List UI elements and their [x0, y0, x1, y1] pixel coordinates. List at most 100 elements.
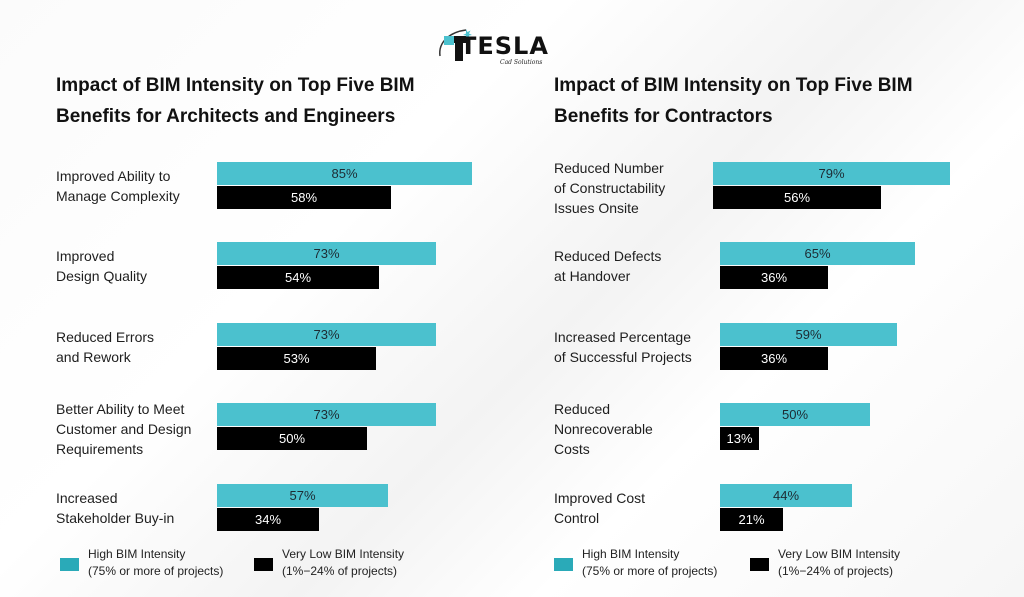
bar-value-label: 53% — [283, 351, 310, 366]
legend-label-line: Very Low BIM Intensity — [282, 547, 405, 561]
bar-high-intensity: 73% — [217, 323, 436, 346]
legend-label-line: High BIM Intensity — [582, 547, 680, 561]
legend-swatch-low — [750, 558, 769, 571]
category-label-line: Reduced Number — [554, 160, 664, 176]
category-label: Increased Stakeholder Buy-in — [56, 488, 206, 528]
category-label-line: Increased Percentage — [554, 329, 691, 345]
bar-very-low-intensity: 58% — [217, 186, 391, 209]
bar-group: Reduced Errors and Rework 73% 53% — [56, 323, 536, 383]
bar-high-intensity: 73% — [217, 242, 436, 265]
category-label: Reduced Nonrecoverable Costs — [554, 399, 704, 459]
bar-group: Improved Ability to Manage Complexity 85% 5… — [56, 162, 536, 222]
bar-value-label: 50% — [781, 407, 809, 422]
chart-legend: High BIM Intensity (75% or more of proje… — [56, 546, 536, 586]
bar-value-label: 34% — [254, 512, 282, 527]
category-label-line: and Rework — [56, 349, 131, 365]
legend-label-line: (75% or more of projects) — [88, 564, 224, 578]
category-label: Increased Percentage of Successful Projec… — [554, 327, 704, 367]
bar-very-low-intensity: 36% — [720, 266, 828, 289]
bar-very-low-intensity: 21% — [720, 508, 783, 531]
bar-value-label: 50% — [278, 431, 306, 446]
category-label: Improved Design Quality — [56, 246, 206, 286]
logo-tagline: Cad Solutions — [500, 59, 543, 66]
bar-group: Improved Cost Control 44% 21% — [554, 484, 1024, 544]
bar-group: Reduced Defects at Handover 65% 36% — [554, 242, 1024, 302]
bar-very-low-intensity: 54% — [217, 266, 379, 289]
category-label: Improved Cost Control — [554, 488, 704, 528]
category-label-line: Reduced Defects — [554, 248, 662, 264]
bar-value-label: 58% — [290, 190, 318, 205]
bar-group: Increased Percentage of Successful Projec… — [554, 323, 1024, 383]
bar-high-intensity: 50% — [720, 403, 870, 426]
tesla-logo: TESLA Cad Solutions — [436, 26, 548, 72]
legend-label-high: High BIM Intensity (75% or more of proje… — [88, 546, 268, 580]
bar-value-label: 79% — [818, 166, 845, 181]
category-label-line: Design Quality — [56, 268, 148, 284]
category-label-line: of Successful Projects — [554, 349, 692, 365]
legend-swatch-high — [60, 558, 79, 571]
bar-very-low-intensity: 36% — [720, 347, 828, 370]
category-label-line: Better Ability to Meet — [56, 401, 185, 417]
bar-value-label: 54% — [284, 270, 312, 285]
category-label-line: Nonrecoverable — [554, 421, 653, 437]
chart-contractors: Impact of BIM Intensity on Top Five BIM … — [554, 0, 1024, 597]
bar-high-intensity: 85% — [217, 162, 472, 185]
category-label-line: Customer and Design — [56, 421, 192, 437]
chart-legend: High BIM Intensity (75% or more of proje… — [554, 546, 1024, 586]
bar-value-label: 73% — [313, 407, 340, 422]
chart-title: Impact of BIM Intensity on Top Five BIM … — [56, 75, 415, 127]
bar-very-low-intensity: 50% — [217, 427, 367, 450]
category-label: Reduced Number of Constructability Issues … — [554, 158, 704, 218]
category-label: Reduced Errors and Rework — [56, 327, 206, 367]
bar-value-label: 73% — [313, 246, 340, 261]
bar-value-label: 56% — [783, 190, 811, 205]
legend-label-line: (1%−24% of projects) — [282, 564, 398, 578]
legend-label-line: Very Low BIM Intensity — [778, 547, 901, 561]
legend-label-low: Very Low BIM Intensity (1%−24% of projec… — [778, 546, 958, 580]
bar-value-label: 21% — [738, 512, 765, 527]
legend-label-line: High BIM Intensity — [88, 547, 186, 561]
chart-title: Impact of BIM Intensity on Top Five BIM … — [554, 75, 913, 127]
category-label-line: Reduced Errors — [56, 329, 155, 345]
bar-high-intensity: 73% — [217, 403, 436, 426]
category-label-line: Improved — [56, 248, 115, 264]
legend-label-low: Very Low BIM Intensity (1%−24% of projec… — [282, 546, 462, 580]
legend-label-line: (75% or more of projects) — [582, 564, 718, 578]
bar-high-intensity: 59% — [720, 323, 897, 346]
bar-value-label: 57% — [289, 488, 316, 503]
category-label-line: Costs — [554, 441, 590, 457]
category-label: Better Ability to Meet Customer and Desig… — [56, 399, 206, 459]
category-label-line: Issues Onsite — [554, 200, 639, 216]
bar-very-low-intensity: 34% — [217, 508, 319, 531]
category-label-line: Stakeholder Buy-in — [56, 510, 175, 526]
bar-high-intensity: 57% — [217, 484, 388, 507]
bar-very-low-intensity: 53% — [217, 347, 376, 370]
category-label-line: at Handover — [554, 268, 631, 284]
bar-group: Reduced Nonrecoverable Costs 50% 13% — [554, 401, 1024, 463]
logo-wordmark: TESLA — [460, 32, 549, 60]
bar-value-label: 85% — [331, 166, 358, 181]
bar-high-intensity: 44% — [720, 484, 852, 507]
category-label-line: Manage Complexity — [56, 188, 180, 204]
legend-swatch-low — [254, 558, 273, 571]
bar-value-label: 44% — [772, 488, 800, 503]
bar-value-label: 59% — [795, 327, 822, 342]
logo-emblem-icon — [439, 29, 472, 61]
bar-group: Improved Design Quality 73% 54% — [56, 242, 536, 302]
bar-very-low-intensity: 56% — [713, 186, 881, 209]
category-label: Reduced Defects at Handover — [554, 246, 704, 286]
category-label-line: Improved Cost — [554, 490, 646, 506]
bar-group: Reduced Number of Constructability Issues … — [554, 160, 1024, 222]
bar-value-label: 65% — [804, 246, 831, 261]
bar-value-label: 36% — [760, 270, 788, 285]
category-label-line: of Constructability — [554, 180, 666, 196]
legend-swatch-high — [554, 558, 573, 571]
bar-value-label: 36% — [760, 351, 788, 366]
chart-architects-engineers: Impact of BIM Intensity on Top Five BIM … — [56, 0, 536, 597]
category-label-line: Increased — [56, 490, 118, 506]
bar-high-intensity: 79% — [713, 162, 950, 185]
category-label: Improved Ability to Manage Complexity — [56, 166, 206, 206]
bar-group: Increased Stakeholder Buy-in 57% 34% — [56, 484, 536, 544]
legend-label-high: High BIM Intensity (75% or more of proje… — [582, 546, 762, 580]
category-label-line: Control — [554, 510, 600, 526]
